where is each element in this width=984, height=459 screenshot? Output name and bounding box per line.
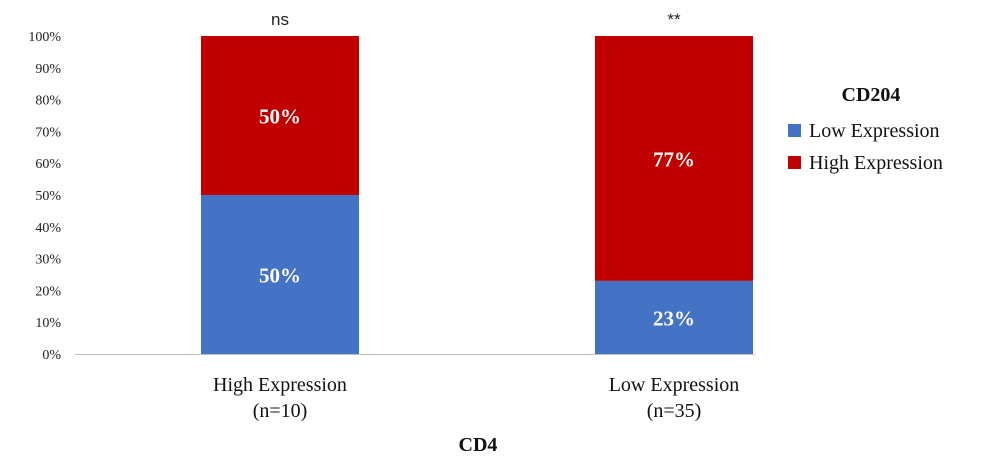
legend-title: CD204 bbox=[842, 84, 901, 106]
bar-segment bbox=[595, 280, 753, 354]
y-tick-label: 80% bbox=[35, 94, 61, 109]
x-axis-title: CD4 bbox=[459, 434, 498, 456]
legend: CD204 Low Expression High Expression bbox=[788, 84, 943, 174]
legend-swatch bbox=[788, 156, 801, 169]
x-category-sublabel: (n=35) bbox=[647, 400, 702, 422]
x-axis: High Expression (n=10) Low Expression (n=35… bbox=[75, 354, 755, 422]
legend-swatch bbox=[788, 124, 801, 137]
y-tick-label: 40% bbox=[35, 221, 61, 236]
y-tick-label: 100% bbox=[28, 30, 61, 45]
significance-label: ** bbox=[667, 10, 681, 29]
y-tick-label: 10% bbox=[35, 316, 61, 331]
y-tick-label: 70% bbox=[35, 125, 61, 140]
y-tick-label: 60% bbox=[35, 157, 61, 172]
data-label: 77% bbox=[653, 147, 695, 171]
y-tick-label: 20% bbox=[35, 284, 61, 299]
bars: 50% 50% ns 23% 77% ** bbox=[201, 10, 753, 354]
data-label: 50% bbox=[259, 105, 301, 129]
y-tick-label: 50% bbox=[35, 189, 61, 204]
significance-label: ns bbox=[271, 10, 289, 29]
legend-label: Low Expression bbox=[809, 120, 940, 142]
bar-segment bbox=[201, 36, 359, 195]
legend-label: High Expression bbox=[809, 152, 943, 174]
y-tick-label: 90% bbox=[35, 62, 61, 77]
y-tick-label: 30% bbox=[35, 253, 61, 268]
bar-segment bbox=[201, 195, 359, 354]
bar-segment bbox=[595, 36, 753, 281]
data-label: 50% bbox=[259, 264, 301, 288]
y-tick-label: 0% bbox=[42, 348, 61, 363]
x-category-label: High Expression bbox=[213, 374, 347, 396]
x-category-sublabel: (n=10) bbox=[253, 400, 308, 422]
y-axis: 0% 10% 20% 30% 40% 50% 60% 70% 80% 90% 100% bbox=[28, 30, 61, 363]
x-category-label: Low Expression bbox=[609, 374, 740, 396]
data-label: 23% bbox=[653, 306, 695, 330]
